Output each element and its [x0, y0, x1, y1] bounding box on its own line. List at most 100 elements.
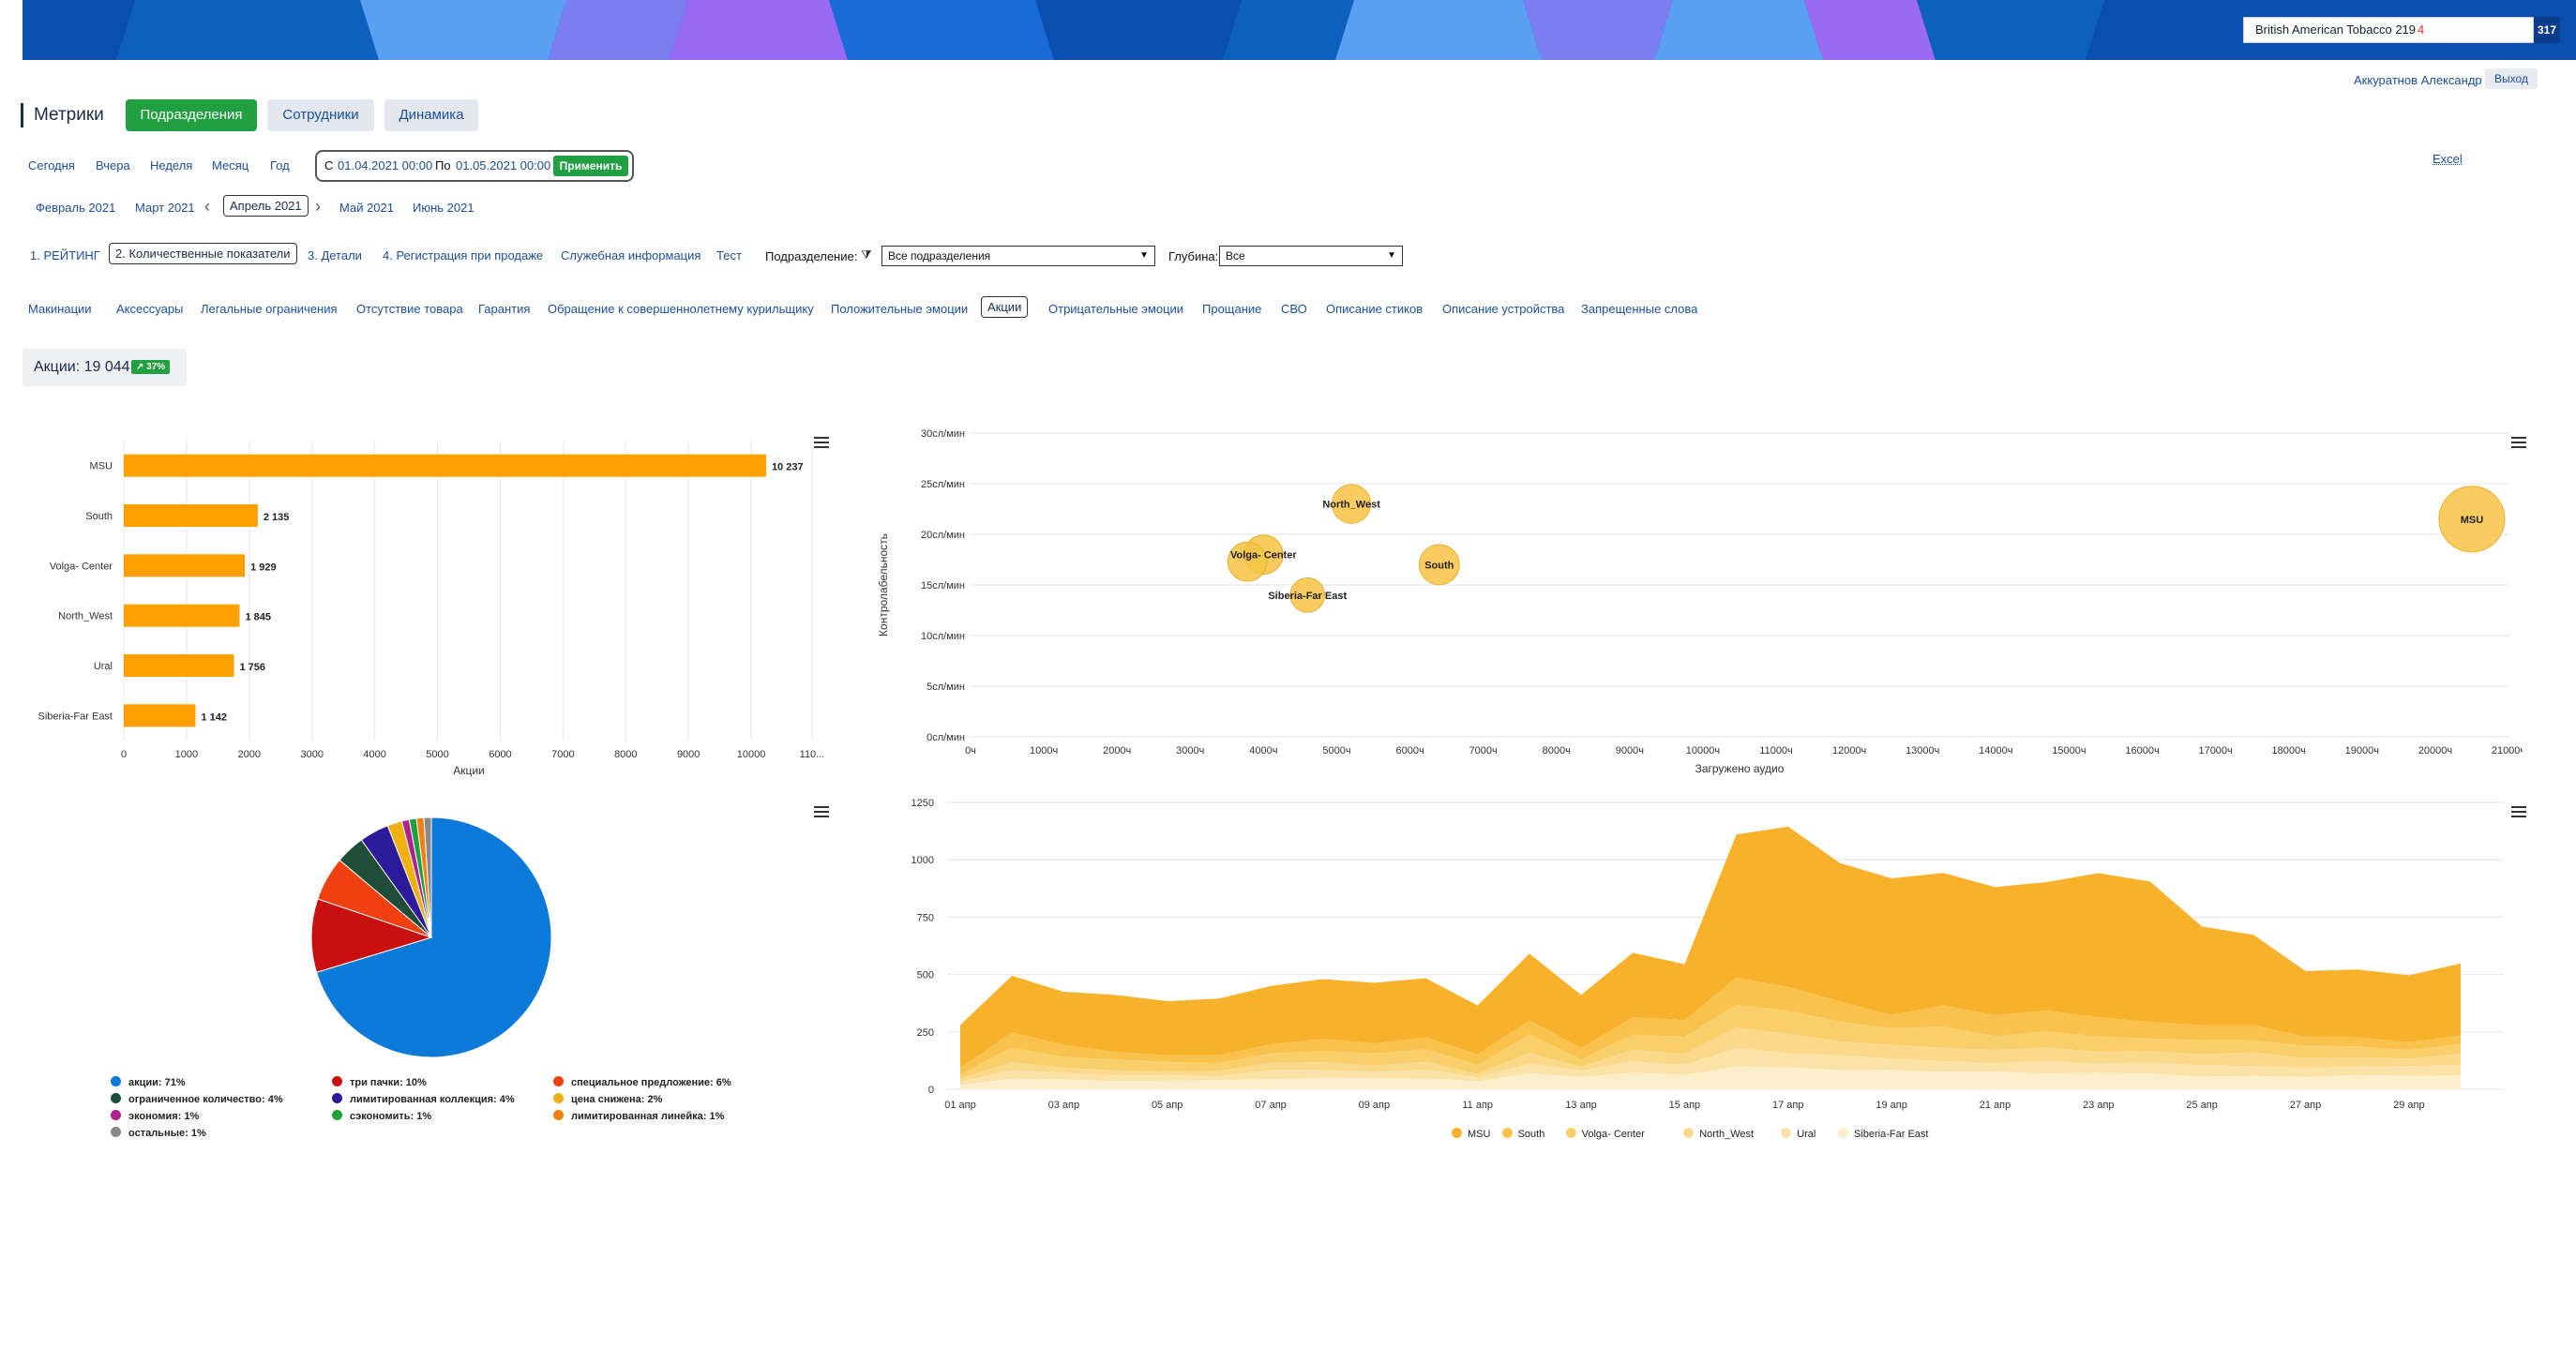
month-feb[interactable]: Февраль 2021 — [36, 201, 116, 215]
page-title: Метрики — [34, 105, 104, 125]
area-x-tick: 17 апр — [1772, 1100, 1803, 1111]
bubble-x-tick: 20000ч — [2418, 745, 2452, 756]
bubble-x-tick: 17000ч — [2198, 745, 2232, 756]
bar-category-label: South — [85, 511, 113, 522]
category-5[interactable]: Обращение к совершеннолетнему курильщику — [548, 302, 814, 316]
period-week[interactable]: Неделя — [150, 158, 193, 172]
area-x-tick: 15 апр — [1669, 1100, 1700, 1111]
pie-slice — [423, 816, 432, 938]
report-tab-test[interactable]: Тест — [716, 248, 742, 262]
category-12[interactable]: Описание устройства — [1442, 302, 1565, 316]
pie-legend-item[interactable]: лимитированная линейка: 1% — [553, 1110, 724, 1122]
pie-legend-item[interactable]: лимитированная коллекция: 4% — [332, 1093, 515, 1105]
trend-badge: ↗ 37% — [131, 360, 171, 374]
month-apr[interactable]: Апрель 2021 — [223, 195, 309, 217]
date-from-input[interactable]: 01.04.2021 00:00 — [338, 158, 433, 172]
org-selector[interactable]: British American Tobacco 219 4 — [2243, 17, 2534, 43]
legend-dot-icon — [1838, 1128, 1848, 1138]
bar-value-label: 1 142 — [201, 711, 227, 723]
depth-select[interactable]: Все ▼ — [1219, 246, 1403, 266]
bar — [124, 454, 766, 477]
category-13[interactable]: Запрещенные слова — [1581, 302, 1698, 316]
pie-legend-item[interactable]: сэкономить: 1% — [332, 1110, 431, 1122]
bar-chart-menu-icon[interactable] — [814, 437, 829, 448]
category-9[interactable]: Прощание — [1202, 302, 1262, 316]
pie-legend-label: ограниченное количество: 4% — [128, 1094, 283, 1105]
bar-category-label: Ural — [94, 661, 113, 672]
area-x-tick: 09 апр — [1359, 1100, 1390, 1111]
area-legend-item[interactable]: South — [1501, 1128, 1544, 1140]
report-tab-quantitative[interactable]: 2. Количественные показатели — [109, 243, 297, 264]
bar-category-label: Volga- Center — [50, 561, 113, 572]
period-month[interactable]: Месяц — [212, 158, 249, 172]
org-selector-badge: 4 — [2418, 22, 2425, 37]
pie-legend-item[interactable]: цена снижена: 2% — [553, 1093, 662, 1105]
month-jun[interactable]: Июнь 2021 — [413, 201, 475, 215]
period-yesterday[interactable]: Вчера — [96, 158, 130, 172]
bubble-x-tick: 5000ч — [1322, 745, 1350, 756]
pie-legend-item[interactable]: три пачки: 10% — [332, 1076, 427, 1088]
bubble-y-tick: 30сл/мин — [921, 428, 965, 440]
area-x-tick: 27 апр — [2290, 1100, 2321, 1111]
bar-x-tick: 3000 — [300, 749, 323, 760]
area-chart-menu-icon[interactable] — [2511, 806, 2526, 817]
category-8[interactable]: Отрицательные эмоции — [1048, 302, 1184, 316]
legend-dot-icon — [1565, 1128, 1576, 1138]
pie-legend-label: три пачки: 10% — [350, 1077, 427, 1088]
category-7[interactable]: Акции — [981, 296, 1029, 318]
area-legend-item[interactable]: North_West — [1683, 1128, 1754, 1140]
tab-divisions[interactable]: Подразделения — [126, 99, 257, 131]
date-to-input[interactable]: 01.05.2021 00:00 — [456, 158, 551, 172]
category-4[interactable]: Гарантия — [478, 302, 531, 316]
bar-x-tick: 110... — [800, 749, 825, 760]
chevron-left-icon[interactable]: ‹ — [204, 197, 210, 216]
area-legend-item[interactable]: Ural — [1781, 1128, 1815, 1140]
user-name[interactable]: Аккуратнов Александр — [2354, 73, 2482, 87]
logout-button[interactable]: Выход — [2485, 68, 2538, 89]
legend-dot-icon — [1452, 1128, 1462, 1138]
area-legend-item[interactable]: MSU — [1452, 1128, 1490, 1140]
report-tab-sales-registration[interactable]: 4. Регистрация при продаже — [383, 248, 544, 262]
bar-x-tick: 0 — [121, 749, 127, 760]
division-select[interactable]: Все подразделения ▼ — [881, 246, 1155, 266]
filter-icon[interactable]: ⧩ — [861, 247, 872, 262]
period-year[interactable]: Год — [270, 158, 290, 172]
category-11[interactable]: Описание стиков — [1326, 302, 1424, 316]
pie-legend-item[interactable]: специальное предложение: 6% — [553, 1076, 731, 1088]
bar-x-tick: 9000 — [677, 749, 700, 760]
report-tab-details[interactable]: 3. Детали — [308, 248, 362, 262]
category-10[interactable]: СВО — [1281, 302, 1307, 316]
legend-dot-icon — [553, 1076, 564, 1086]
category-3[interactable]: Отсутствие товара — [356, 302, 463, 316]
pie-legend-item[interactable]: остальные: 1% — [111, 1127, 206, 1139]
legend-dot-icon — [111, 1076, 121, 1086]
area-legend-item[interactable]: Volga- Center — [1565, 1128, 1645, 1140]
category-2[interactable]: Легальные ограничения — [201, 302, 338, 316]
report-tab-rating[interactable]: 1. РЕЙТИНГ — [30, 248, 100, 262]
report-tab-service-info[interactable]: Служебная информация — [561, 248, 701, 262]
period-today[interactable]: Сегодня — [28, 158, 75, 172]
month-mar[interactable]: Март 2021 — [135, 201, 195, 215]
tab-dynamics[interactable]: Динамика — [384, 99, 478, 131]
bar-x-tick: 7000 — [551, 749, 574, 760]
legend-dot-icon — [111, 1093, 121, 1103]
area-legend-item[interactable]: Siberia-Far East — [1838, 1128, 1928, 1140]
chevron-right-icon[interactable]: › — [315, 197, 321, 216]
area-series — [960, 1026, 2461, 1082]
excel-export-link[interactable]: Excel — [2433, 152, 2463, 166]
pie-chart-menu-icon[interactable] — [814, 806, 829, 817]
bubble-chart: 0сл/мин 5сл/мин 10сл/мин 15сл/мин 20сл/мин 25… — [877, 428, 2523, 775]
category-0[interactable]: Макинации — [28, 302, 92, 316]
pie-legend-item[interactable]: ограниченное количество: 4% — [111, 1093, 283, 1105]
pie-legend-item[interactable]: акции: 71% — [111, 1076, 186, 1088]
legend-dot-icon — [332, 1093, 342, 1103]
area-x-tick: 21 апр — [1980, 1100, 2011, 1111]
apply-button[interactable]: Применить — [553, 156, 628, 176]
month-may[interactable]: Май 2021 — [339, 201, 394, 215]
category-6[interactable]: Положительные эмоции — [831, 302, 969, 316]
pie-legend-item[interactable]: экономия: 1% — [111, 1110, 199, 1122]
tab-employees[interactable]: Сотрудники — [267, 99, 374, 131]
bubble-chart-menu-icon[interactable] — [2511, 437, 2526, 448]
bubble-x-tick: 12000ч — [1832, 745, 1866, 756]
category-1[interactable]: Аксессуары — [116, 302, 184, 316]
